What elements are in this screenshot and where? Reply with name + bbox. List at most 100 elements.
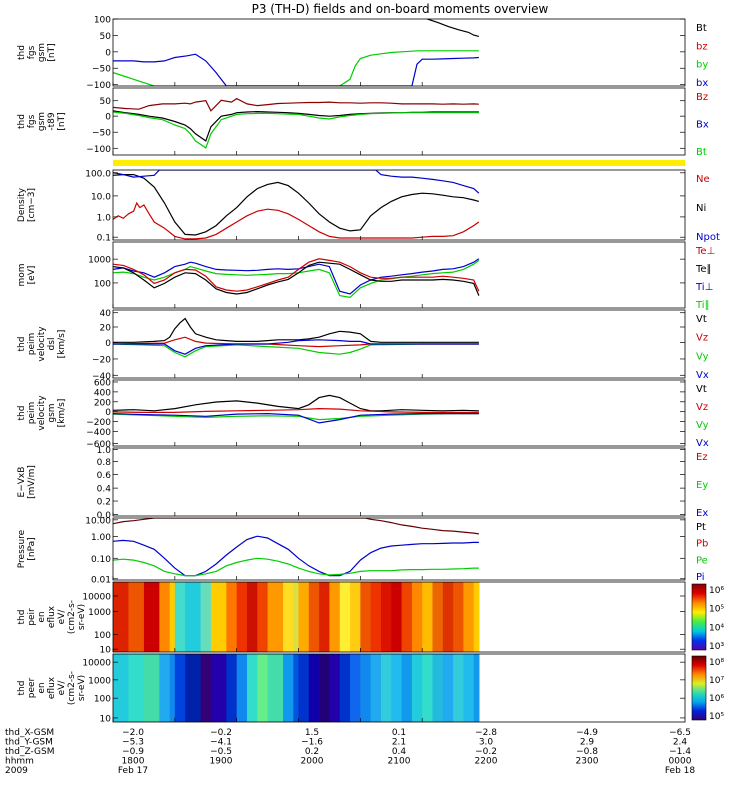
heatmap-band bbox=[339, 582, 351, 652]
y-tick-label: 1.0 bbox=[97, 213, 112, 223]
x-row-value: −6.5 bbox=[669, 728, 691, 738]
y-axis-label: fgs bbox=[27, 45, 37, 59]
legend-entry: Ey bbox=[696, 480, 708, 491]
panel-9: 10⁶ 10⁵ 10⁴ 10³ 10000 1000 100 10 thd peir en eflux… bbox=[17, 581, 724, 656]
legend-entry: Bx bbox=[696, 120, 709, 131]
y-axis-label: peim bbox=[27, 333, 37, 356]
y-axis-label: dsl bbox=[47, 338, 57, 351]
heatmap-band bbox=[350, 582, 361, 652]
legend-entry: Vz bbox=[696, 333, 708, 344]
series-line-Te⊥ bbox=[113, 258, 480, 292]
y-tick-label: 0.8 bbox=[97, 458, 112, 468]
x-row-value: 3.0 bbox=[479, 738, 494, 748]
legend-entry: Bt bbox=[696, 147, 707, 158]
x-row-value: 2.4 bbox=[673, 738, 688, 748]
heatmap-band bbox=[210, 654, 227, 722]
y-tick-label: 0.0 bbox=[97, 511, 112, 521]
heatmap-band bbox=[185, 582, 202, 652]
heatmap-band bbox=[339, 654, 351, 722]
y-axis-label: [eV] bbox=[27, 266, 37, 285]
colorbar-tick: 10⁴ bbox=[709, 623, 724, 633]
x-row-value: 2.1 bbox=[392, 738, 406, 748]
series-line-Vt bbox=[113, 317, 479, 343]
y-axis-label: [km/s] bbox=[57, 399, 67, 428]
y-tick-label: 10000 bbox=[82, 659, 111, 669]
heatmap-band bbox=[159, 582, 171, 652]
heatmap-band bbox=[442, 654, 454, 722]
x-row-value: −0.9 bbox=[122, 747, 144, 757]
heatmap-band bbox=[169, 582, 176, 652]
y-axis-label: eflux bbox=[47, 676, 57, 699]
panel-3: Ne Ni Npot 100.0 10.0 1.0 0.1 Density [cm−3] bbox=[17, 169, 720, 243]
heatmap-band bbox=[113, 582, 130, 652]
heatmap-band bbox=[453, 654, 465, 722]
y-axis-label: Density bbox=[17, 187, 27, 222]
colorbar-tick: 10³ bbox=[709, 642, 724, 652]
legend-entry: Ne bbox=[696, 174, 710, 185]
y-tick-label: 0 bbox=[105, 48, 111, 58]
series-line-Vx bbox=[113, 412, 479, 424]
legend-entry: Vz bbox=[696, 402, 708, 413]
y-axis-label: gsm bbox=[47, 403, 57, 422]
x-row-value: −1.4 bbox=[669, 747, 691, 757]
x-row-value: 0.1 bbox=[392, 728, 406, 738]
y-tick-label: 100 bbox=[94, 631, 111, 641]
x-row-value: 0.4 bbox=[392, 747, 407, 757]
panel-frame bbox=[112, 241, 686, 309]
y-tick-label: −50 bbox=[92, 129, 111, 139]
legend-entry: Vy bbox=[696, 351, 709, 362]
heatmap-band bbox=[236, 654, 248, 722]
legend-entry: Ti∥ bbox=[695, 300, 710, 311]
legend-entry: bz bbox=[696, 41, 708, 52]
x-row-value: −4.1 bbox=[210, 738, 232, 748]
heatmap-band bbox=[432, 654, 444, 722]
y-tick-label: 1000 bbox=[88, 256, 111, 266]
series-line-Ni bbox=[113, 174, 480, 236]
panel-2: Bz Bx Bt 50 0 −50 −100 thd fgs gsm -t89 [nT] bbox=[17, 87, 709, 158]
heatmap-band bbox=[185, 654, 202, 722]
y-tick-label: 1000 bbox=[88, 608, 111, 618]
y-axis-label: gsm bbox=[37, 112, 47, 131]
heatmap-band bbox=[226, 654, 238, 722]
y-tick-label: 1.0 bbox=[97, 446, 112, 456]
series-line-Vy bbox=[113, 343, 479, 358]
heatmap-band bbox=[422, 654, 434, 722]
y-tick-label: −100 bbox=[86, 145, 111, 155]
figure-title: P3 (TH-D) fields and on-board moments ov… bbox=[252, 2, 549, 16]
colorbar-tick: 10⁶ bbox=[709, 586, 724, 596]
panel-frame bbox=[112, 309, 686, 379]
x-row-value: 2300 bbox=[576, 757, 599, 767]
y-tick-label: 10000 bbox=[82, 593, 111, 603]
heatmap-band bbox=[411, 654, 423, 722]
heatmap-band bbox=[463, 654, 475, 722]
x-row-value: −2.0 bbox=[122, 728, 144, 738]
y-tick-label: −400 bbox=[86, 428, 111, 438]
y-axis-label: -t89 bbox=[47, 112, 57, 131]
legend-entry: Ni bbox=[696, 203, 706, 214]
colorbar bbox=[691, 583, 707, 651]
x-row-value: 1800 bbox=[122, 757, 145, 767]
y-axis-label: E−VxB bbox=[17, 467, 27, 498]
y-tick-label: −600 bbox=[86, 440, 111, 450]
heatmap-band bbox=[463, 582, 475, 652]
panel-1: Bt bz by bx 100 50 0 −50 −100 thd fgs gsm [nT] bbox=[17, 16, 708, 92]
y-axis-label: thd bbox=[17, 681, 27, 696]
legend-entry: Pi bbox=[696, 572, 705, 583]
legend-entry: Bz bbox=[696, 92, 708, 103]
y-tick-label: 100 bbox=[94, 279, 111, 289]
heatmap-band bbox=[473, 654, 480, 722]
x-row-value: 0000 bbox=[669, 757, 692, 767]
x-row-value: −2.8 bbox=[475, 728, 497, 738]
panel-frame bbox=[112, 18, 686, 87]
y-tick-label: 100 bbox=[94, 695, 111, 705]
y-tick-label: 10 bbox=[100, 714, 112, 724]
heatmap-band bbox=[298, 654, 310, 722]
y-axis-label: en bbox=[37, 611, 47, 622]
y-axis-label: peir bbox=[27, 608, 37, 626]
heatmap-band bbox=[411, 582, 423, 652]
panel-5: Vt Vz Vy Vx 40 20 0 −20 −40 thd peim velocity dsl [km… bbox=[17, 309, 709, 382]
colorbar bbox=[691, 655, 707, 721]
y-axis-label: [cm−3] bbox=[27, 188, 37, 222]
heatmap-band bbox=[210, 582, 227, 652]
heatmap-band bbox=[401, 582, 413, 652]
